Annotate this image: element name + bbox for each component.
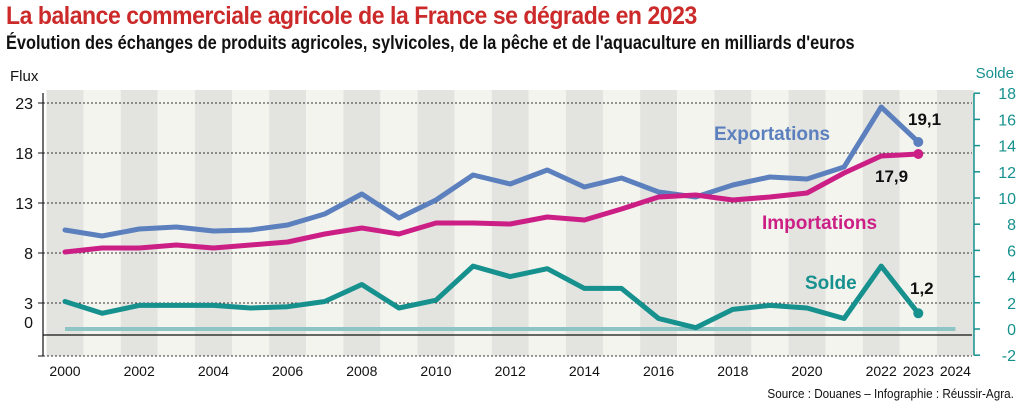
x-axis-tick-label: 2004 bbox=[198, 363, 229, 379]
left-axis-tick-label: 8 bbox=[24, 246, 33, 263]
right-axis-label: Solde bbox=[976, 65, 1014, 82]
x-axis-tick-label: 2018 bbox=[717, 363, 748, 379]
series-line-importations bbox=[62, 151, 921, 255]
background-band bbox=[862, 90, 900, 356]
x-axis-tick-label: 2014 bbox=[569, 363, 600, 379]
data-point-exportations bbox=[913, 137, 924, 147]
right-axis-tick-label: 10 bbox=[998, 191, 1016, 208]
series-lines bbox=[62, 104, 956, 331]
end-label-solde: 1,2 bbox=[910, 279, 934, 298]
chart-title: La balance commerciale agricole de la Fr… bbox=[6, 2, 697, 30]
x-axis-tick-label: 2000 bbox=[49, 363, 80, 379]
right-axis-tick-label: 6 bbox=[1007, 243, 1016, 260]
background-band bbox=[120, 90, 158, 356]
x-axis-tick-label: 2023 bbox=[903, 363, 934, 379]
data-point-importations bbox=[913, 149, 924, 159]
background-band bbox=[46, 90, 84, 356]
left-axis-label: Flux bbox=[10, 68, 39, 85]
x-axis-tick-label: 2002 bbox=[124, 363, 155, 379]
axes: 23 18 13 8 3 0 18 16 14 12 10 8 6 4 2 0 -2 2000 2002 2004 20… bbox=[15, 86, 1016, 379]
series-line-exportations bbox=[62, 104, 921, 239]
background-band bbox=[194, 90, 232, 356]
background-band bbox=[751, 90, 789, 356]
right-axis-tick-label: 16 bbox=[998, 112, 1016, 129]
right-axis-tick-label: 14 bbox=[998, 139, 1016, 156]
x-axis-tick-label: 2008 bbox=[346, 363, 377, 379]
right-axis-tick-label: -2 bbox=[1002, 348, 1016, 365]
background-band bbox=[343, 90, 381, 356]
background-band bbox=[306, 90, 344, 356]
background-band bbox=[232, 90, 270, 356]
x-axis-tick-label: 2016 bbox=[643, 363, 674, 379]
background-band bbox=[825, 90, 863, 356]
background-band bbox=[528, 90, 566, 356]
right-axis-tick-label: 12 bbox=[998, 165, 1016, 182]
end-label-exportations: 19,1 bbox=[908, 110, 941, 129]
right-axis-tick-label: 2 bbox=[1007, 296, 1016, 313]
data-point-solde bbox=[913, 308, 924, 319]
background-band bbox=[565, 90, 603, 356]
x-axis-tick-label: 2012 bbox=[495, 363, 526, 379]
background-band bbox=[677, 90, 715, 356]
series-label-importations: Importations bbox=[762, 213, 877, 234]
chart-subtitle: Évolution des échanges de produits agric… bbox=[6, 33, 855, 54]
x-axis-tick-label: 2024 bbox=[940, 363, 971, 379]
series-label-exportations: Exportations bbox=[714, 124, 830, 145]
x-axis-tick-label: 2020 bbox=[791, 363, 822, 379]
right-axis-tick-label: 18 bbox=[998, 86, 1016, 103]
background-band bbox=[157, 90, 195, 356]
series-label-solde: Solde bbox=[805, 273, 857, 294]
background-band bbox=[936, 90, 974, 356]
left-axis-tick-label: 0 bbox=[24, 315, 33, 332]
x-axis-tick-label: 2010 bbox=[420, 363, 451, 379]
x-axis-tick-label: 2022 bbox=[866, 363, 897, 379]
background-band bbox=[83, 90, 121, 356]
series-line-solde bbox=[62, 263, 921, 331]
end-label-importations: 17,9 bbox=[875, 167, 908, 186]
gridlines bbox=[43, 102, 972, 357]
background-band bbox=[603, 90, 641, 356]
left-axis-tick-label: 18 bbox=[15, 146, 33, 163]
left-axis-tick-label: 13 bbox=[15, 196, 33, 213]
source-note: Source : Douanes – Infographie : Réussir… bbox=[767, 386, 1014, 401]
right-axis-tick-label: 0 bbox=[1007, 322, 1016, 339]
left-axis-tick-label: 3 bbox=[24, 296, 33, 313]
right-axis-tick-label: 4 bbox=[1007, 270, 1016, 287]
background-band bbox=[380, 90, 418, 356]
x-axis-tick-label: 2006 bbox=[272, 363, 303, 379]
left-axis-tick-label: 23 bbox=[15, 96, 33, 113]
right-axis-tick-label: 8 bbox=[1007, 217, 1016, 234]
background-bands bbox=[46, 90, 974, 356]
